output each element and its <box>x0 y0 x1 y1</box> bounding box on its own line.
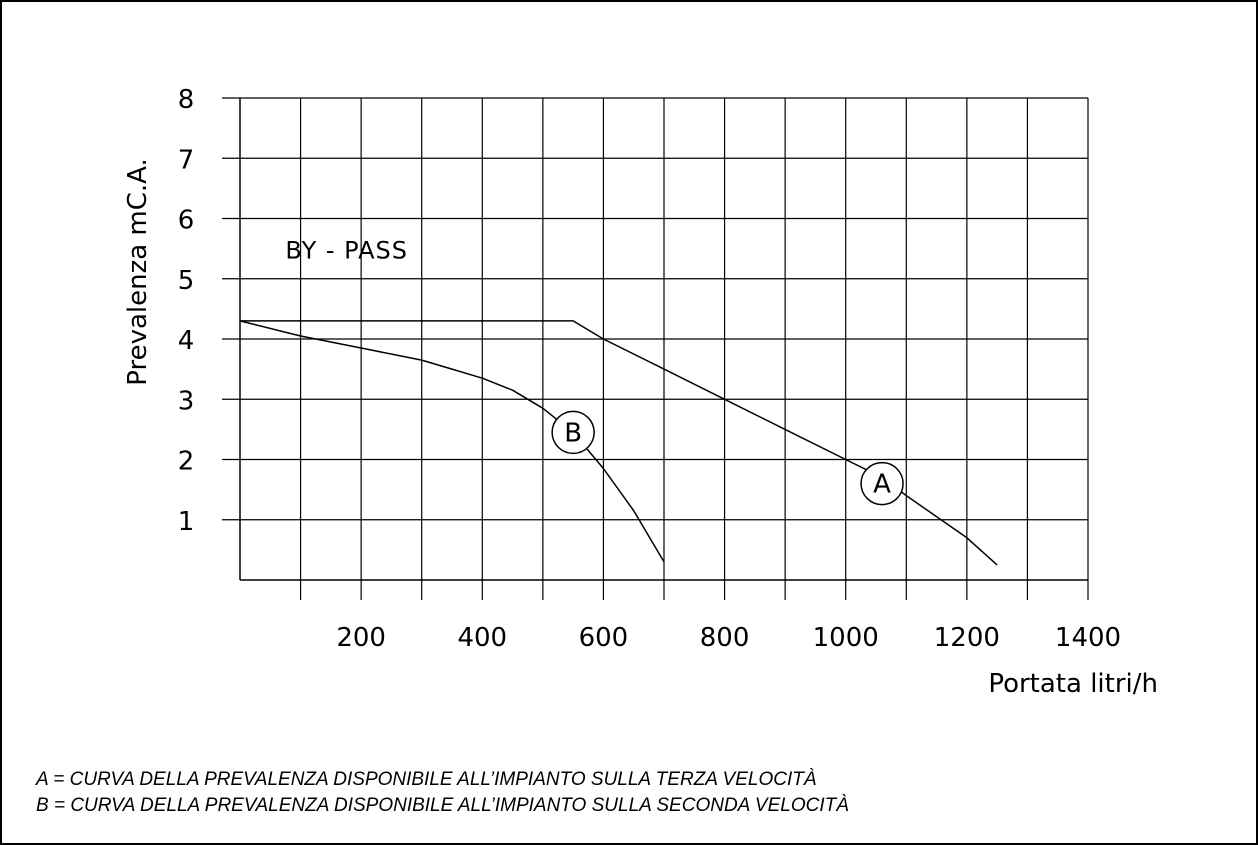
y-tick-label: 3 <box>178 386 195 416</box>
x-tick-label: 400 <box>457 623 507 653</box>
x-tick-label: 1400 <box>1055 623 1121 653</box>
series-curve-a <box>240 320 998 566</box>
y-tick-label: 1 <box>178 507 195 537</box>
axes <box>239 98 1088 581</box>
x-tick-label: 200 <box>336 623 386 653</box>
y-tick-label: 7 <box>178 145 195 175</box>
series-curve-b <box>239 320 665 563</box>
series-group: AB <box>239 320 998 566</box>
x-tick-label: 600 <box>579 623 629 653</box>
grid <box>222 97 1089 600</box>
y-tick-label: 8 <box>178 85 195 115</box>
series-marker-a <box>860 461 904 506</box>
y-tick-label: 4 <box>178 326 195 356</box>
bypass-annotation: BY - PASS <box>285 237 408 265</box>
series-label-b: B <box>564 418 582 448</box>
x-tick-label: 800 <box>700 623 750 653</box>
annotations: BY - PASS <box>285 237 408 265</box>
note-a: A = CURVA DELLA PREVALENZA DISPONIBILE A… <box>35 769 817 790</box>
x-tick-labels: 200 400 600 800 1000 1200 1400 <box>336 623 1121 653</box>
note-b: B = CURVA DELLA PREVALENZA DISPONIBILE A… <box>36 795 849 816</box>
y-tick-labels: 1 2 3 4 5 6 7 8 <box>178 85 195 537</box>
x-axis-label: Portata litri/h <box>988 669 1158 699</box>
series-label-a: A <box>873 470 891 500</box>
x-tick-label: 1200 <box>934 623 1000 653</box>
series-marker-b <box>551 410 595 455</box>
x-tick-label: 1000 <box>813 623 879 653</box>
y-tick-label: 2 <box>178 447 195 477</box>
y-tick-label: 6 <box>178 206 195 236</box>
y-axis-label: Prevalenza mC.A. <box>123 158 153 386</box>
y-tick-label: 5 <box>178 266 195 296</box>
